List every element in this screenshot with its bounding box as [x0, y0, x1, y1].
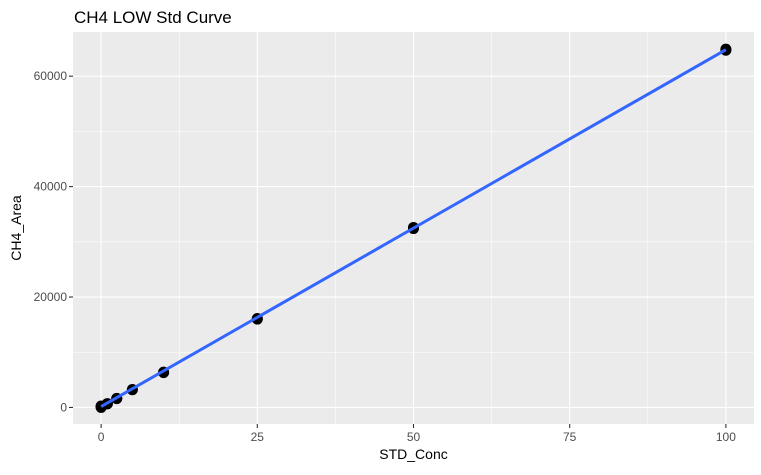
x-tick-label-0: 0: [98, 430, 105, 444]
y-tick-label-2: 40000: [34, 180, 68, 194]
x-tick-label-3: 75: [563, 430, 577, 444]
x-axis: 0 25 50 75 100: [98, 424, 736, 444]
x-tick-label-2: 50: [407, 430, 421, 444]
fit-line: [100, 48, 727, 408]
y-tick-label-0: 0: [60, 400, 67, 414]
y-axis-title: CH4_Area: [8, 195, 24, 261]
y-tick-label-1: 20000: [34, 290, 68, 304]
x-tick-label-4: 100: [716, 430, 736, 444]
fit-line-group: [100, 48, 727, 408]
x-axis-title: STD_Conc: [379, 446, 447, 462]
y-tick-label-3: 60000: [34, 69, 68, 83]
chart-title: CH4 LOW Std Curve: [74, 8, 232, 27]
y-axis: 0 20000 40000 60000: [34, 69, 73, 414]
x-tick-label-1: 25: [251, 430, 265, 444]
